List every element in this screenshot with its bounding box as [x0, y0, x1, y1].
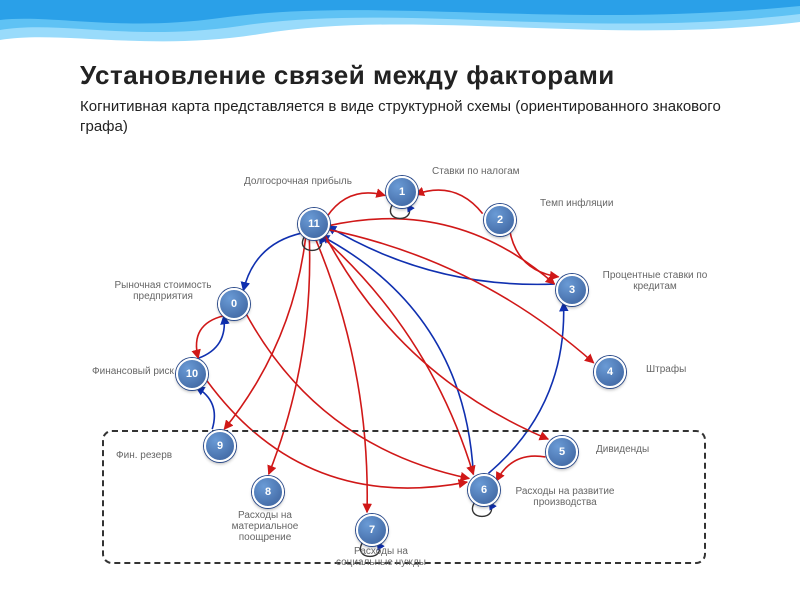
- node-0: 0: [218, 288, 250, 320]
- node-id-label: 7: [369, 524, 375, 536]
- node-label-7: Расходы на социальные нужды: [326, 546, 436, 568]
- node-id-label: 8: [265, 486, 271, 498]
- edge-2-1: [415, 190, 482, 214]
- node-label-8: Расходы на материальное поощрение: [210, 510, 320, 543]
- node-label-4: Штрафы: [646, 364, 686, 375]
- edge-9-10: [196, 387, 215, 429]
- node-8: 8: [252, 476, 284, 508]
- node-id-label: 6: [481, 484, 487, 496]
- page-title: Установление связей между факторами: [80, 60, 760, 91]
- node-id-label: 3: [569, 284, 575, 296]
- node-label-6: Расходы на развитие производства: [510, 486, 620, 508]
- node-id-label: 2: [497, 214, 503, 226]
- node-id-label: 0: [231, 298, 237, 310]
- node-label-10: Финансовый риск: [92, 366, 174, 377]
- node-id-label: 1: [399, 186, 405, 198]
- node-label-3: Процентные ставки по кредитам: [600, 270, 710, 292]
- wave-header: [0, 0, 800, 48]
- node-9: 9: [204, 430, 236, 462]
- node-label-9: Фин. резерв: [116, 450, 172, 461]
- edge-10-0: [198, 316, 224, 359]
- edge-11-4: [326, 229, 593, 363]
- edge-11-1: [327, 193, 385, 217]
- node-3: 3: [556, 274, 588, 306]
- edge-11-3: [328, 219, 555, 284]
- node-5: 5: [546, 436, 578, 468]
- node-label-5: Дивиденды: [596, 444, 649, 455]
- node-label-1: Ставки по налогам: [432, 166, 520, 177]
- edge-11-0: [243, 233, 300, 290]
- node-1: 1: [386, 176, 418, 208]
- node-id-label: 9: [217, 440, 223, 452]
- node-6: 6: [468, 474, 500, 506]
- node-2: 2: [484, 204, 516, 236]
- graph: 0 1 2 3 4 5 6 7 8 9 10 11 Рыночная стоимость предпр…: [30, 150, 770, 570]
- node-id-label: 4: [607, 366, 613, 378]
- node-4: 4: [594, 356, 626, 388]
- wave-layer-3: [0, 0, 800, 41]
- node-id-label: 5: [559, 446, 565, 458]
- edge-11-9: [224, 237, 306, 430]
- node-7: 7: [356, 514, 388, 546]
- page-subtitle: Когнитивная карта представляется в виде …: [80, 97, 760, 136]
- node-id-label: 11: [308, 218, 320, 230]
- node-label-2: Темп инфляции: [540, 198, 613, 209]
- node-id-label: 10: [186, 368, 198, 380]
- heading-block: Установление связей между факторами Когн…: [80, 60, 760, 136]
- node-label-0: Рыночная стоимость предприятия: [108, 280, 218, 302]
- edge-2-3: [509, 229, 558, 277]
- node-11: 11: [298, 208, 330, 240]
- wave-layer-1: [0, 0, 800, 23]
- node-label-11: Долгосрочная прибыль: [244, 176, 352, 187]
- wave-layer-2: [0, 0, 800, 32]
- node-10: 10: [176, 358, 208, 390]
